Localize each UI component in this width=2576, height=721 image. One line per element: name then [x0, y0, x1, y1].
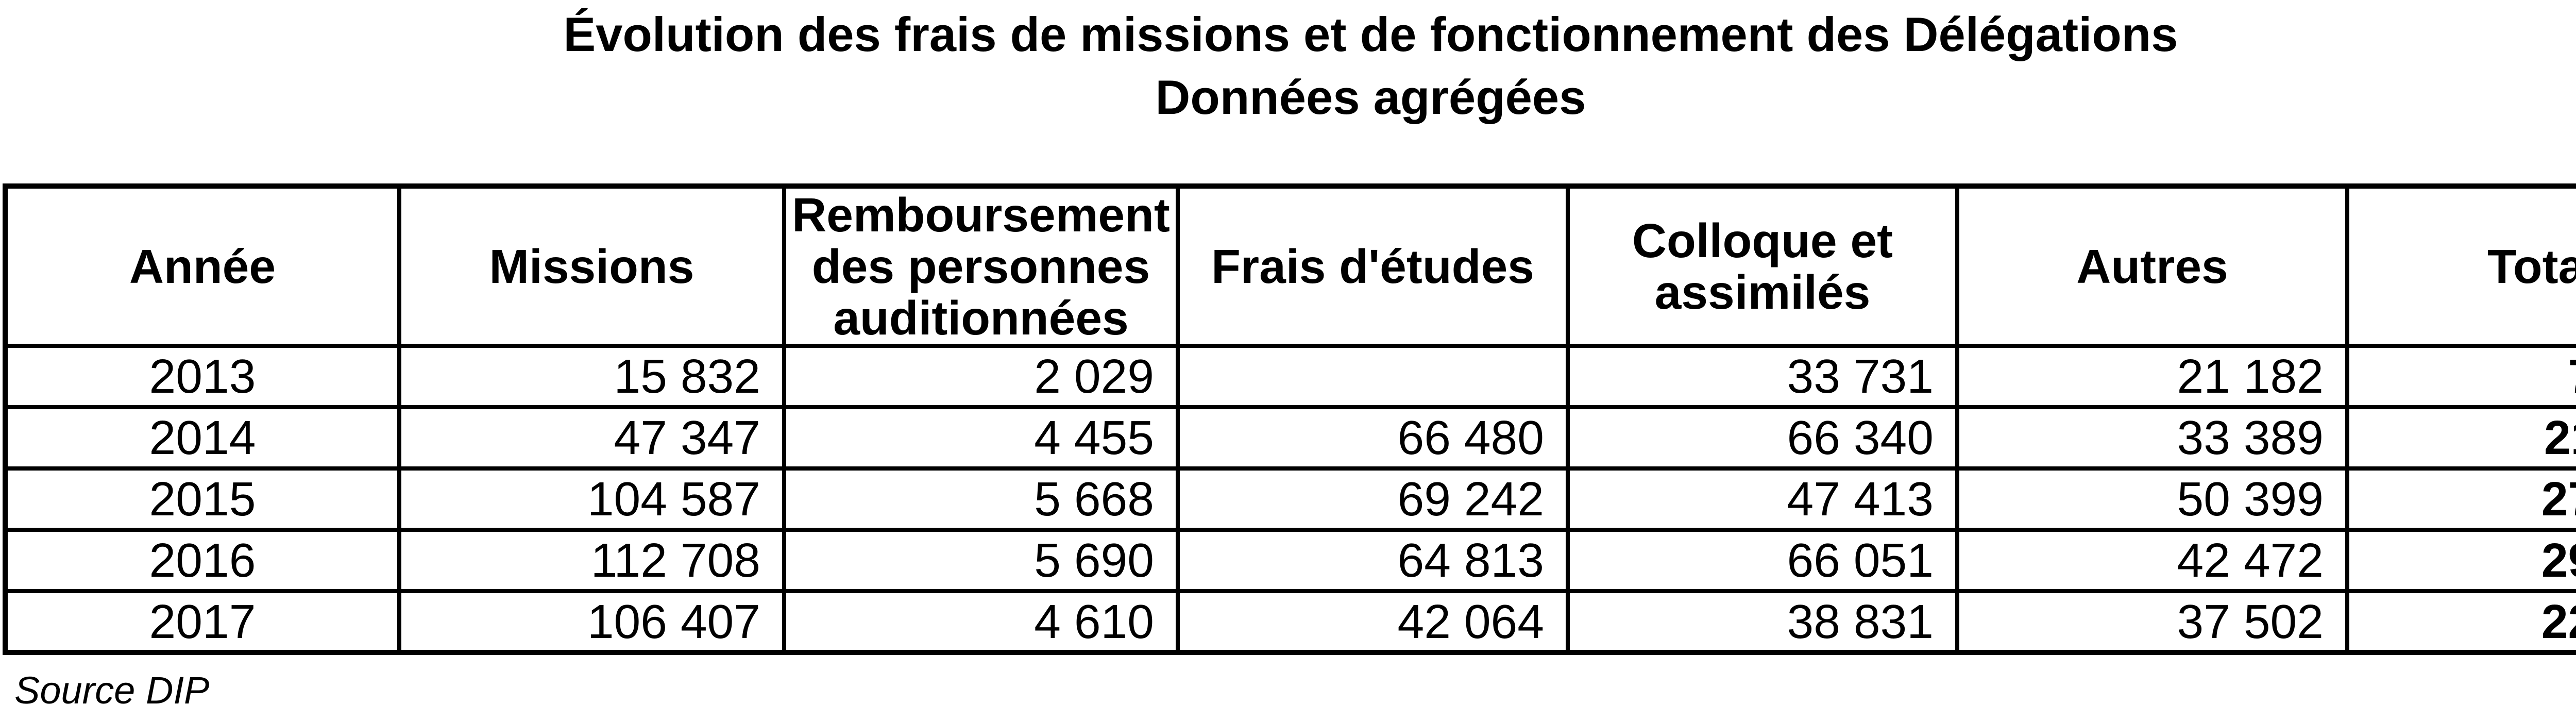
- expenses-table: Année Missions Remboursement des personn…: [3, 183, 2576, 655]
- cell-frais-etudes: 66 480: [1176, 405, 1570, 471]
- cell-missions: 104 587: [397, 466, 786, 532]
- cell-colloque: 66 051: [1566, 528, 1959, 593]
- cell-annee: 2014: [3, 405, 401, 471]
- cell-colloque: 47 413: [1566, 466, 1959, 532]
- table-row-2016: 2016 112 708 5 690 64 813 66 051 42 472 …: [3, 528, 2576, 593]
- table-row-2014: 2014 47 347 4 455 66 480 66 340 33 389 2…: [3, 405, 2576, 471]
- cell-colloque: 66 340: [1566, 405, 1959, 471]
- cell-remboursement: 5 690: [782, 528, 1180, 593]
- column-header-missions: Missions: [397, 184, 786, 348]
- document-title: Évolution des frais de missions et de fo…: [0, 0, 2576, 129]
- cell-frais-etudes: 42 064: [1176, 589, 1570, 655]
- column-header-colloque: Colloque et assimilés: [1566, 184, 1959, 348]
- cell-missions: 47 347: [397, 405, 786, 471]
- cell-annee: 2015: [3, 466, 401, 532]
- cell-remboursement: 4 455: [782, 405, 1180, 471]
- column-header-total: Total: [2345, 184, 2576, 348]
- column-header-annee: Année: [3, 184, 401, 348]
- title-line-1: Évolution des frais de missions et de fo…: [563, 7, 2178, 61]
- cell-colloque: 38 831: [1566, 589, 1959, 655]
- cell-total: 229 414: [2345, 589, 2576, 655]
- cell-autres: 42 472: [1955, 528, 2349, 593]
- title-line-2: Données agrégées: [1155, 70, 1586, 124]
- cell-autres: 21 182: [1955, 344, 2349, 409]
- cell-total: 277 309: [2345, 466, 2576, 532]
- cell-colloque: 33 731: [1566, 344, 1959, 409]
- cell-frais-etudes: 69 242: [1176, 466, 1570, 532]
- cell-frais-etudes: [1176, 344, 1570, 409]
- column-header-remboursement: Remboursement des personnes auditionnées: [782, 184, 1180, 348]
- cell-missions: 112 708: [397, 528, 786, 593]
- cell-total: 218 011: [2345, 405, 2576, 471]
- column-header-autres: Autres: [1955, 184, 2349, 348]
- cell-autres: 50 399: [1955, 466, 2349, 532]
- table-row-2015: 2015 104 587 5 668 69 242 47 413 50 399 …: [3, 466, 2576, 532]
- cell-annee: 2017: [3, 589, 401, 655]
- cell-remboursement: 4 610: [782, 589, 1180, 655]
- column-header-frais-etudes: Frais d'études: [1176, 184, 1570, 348]
- source-note: Source DIP: [14, 669, 210, 712]
- table-row-2013: 2013 15 832 2 029 33 731 21 182 72 774: [3, 344, 2576, 409]
- cell-remboursement: 2 029: [782, 344, 1180, 409]
- table-row-2017: 2017 106 407 4 610 42 064 38 831 37 502 …: [3, 589, 2576, 655]
- cell-missions: 106 407: [397, 589, 786, 655]
- cell-missions: 15 832: [397, 344, 786, 409]
- cell-annee: 2016: [3, 528, 401, 593]
- cell-annee: 2013: [3, 344, 401, 409]
- cell-autres: 37 502: [1955, 589, 2349, 655]
- cell-autres: 33 389: [1955, 405, 2349, 471]
- table-header-row: Année Missions Remboursement des personn…: [3, 184, 2576, 348]
- cell-remboursement: 5 668: [782, 466, 1180, 532]
- cell-frais-etudes: 64 813: [1176, 528, 1570, 593]
- cell-total: 72 774: [2345, 344, 2576, 409]
- cell-total: 291 734: [2345, 528, 2576, 593]
